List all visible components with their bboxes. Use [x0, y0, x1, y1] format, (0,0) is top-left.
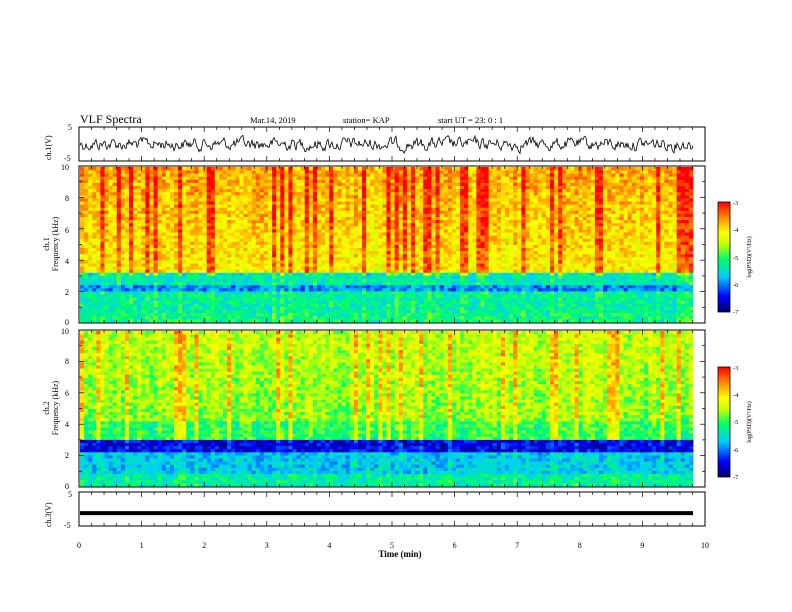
ch3-ticks [78, 492, 706, 526]
cb1-tick-m7: -7 [733, 309, 739, 316]
ch1-ticks [78, 127, 706, 161]
ch2-ytick-6: 6 [65, 389, 69, 398]
ch3-waveform-panel: 5 -5 ch.3(V) [44, 490, 706, 530]
x-tick-label-7: 7 [515, 541, 519, 550]
ch1-colorbar: -3 -4 -5 -6 -7 log(PSD)(V²/Hz) [717, 200, 753, 316]
ch1-ytick-6: 6 [65, 226, 69, 235]
ch1-spectrogram-ytick-labels: 0 2 4 6 8 10 [61, 163, 69, 327]
ch2-ytick-0: 0 [65, 482, 69, 491]
ch3-ylabel: ch.3(V) [44, 502, 53, 527]
ch1-spec-ylabel-channel: ch.1 [42, 237, 51, 251]
ch2-ytick-10: 10 [61, 327, 69, 336]
ch2-ytick-4: 4 [65, 420, 69, 429]
x-tick-label-1: 1 [140, 541, 144, 550]
cb1-tick-m4: -4 [733, 227, 739, 234]
ch2-spectrogram-panel: 0 2 4 6 8 10 ch.2 Frequency (kHz) [42, 327, 706, 491]
ch1-waveform-line [79, 134, 694, 155]
ch2-spectrogram-ticks [78, 329, 706, 488]
x-tick-label-0: 0 [77, 541, 81, 550]
cb2-tick-m5: -5 [733, 419, 738, 426]
ch1-spec-ylabel-freq: Frequency (kHz) [51, 216, 60, 271]
ch1-ytick-8: 8 [65, 194, 69, 203]
ch2-ytick-8: 8 [65, 357, 69, 366]
ch1-ytick-2: 2 [65, 288, 69, 297]
cb2-tick-m4: -4 [733, 392, 739, 399]
ch1-spectrogram-ticks [78, 165, 706, 324]
x-tick-label-4: 4 [327, 541, 331, 550]
cb2-tick-m7: -7 [733, 474, 739, 481]
cb1-tick-m3: -3 [733, 200, 738, 207]
ch1-waveform-panel: 5 -5 ch.1(V) [44, 123, 706, 163]
ch1-ylabel: ch.1(V) [44, 135, 53, 160]
ch1-spectrogram-panel: 0 2 4 6 8 10 ch.1 Frequency (kHz) [42, 163, 706, 327]
x-tick-label-9: 9 [640, 541, 644, 550]
ch1-ytick-0: 0 [65, 318, 69, 327]
ch2-spectrogram-cells [80, 331, 694, 487]
ch2-ytick-2: 2 [65, 451, 69, 460]
station-label: station= KAP [343, 115, 390, 125]
x-tick-label-10: 10 [701, 541, 709, 550]
ch3-ytick-bottom: -5 [64, 521, 71, 530]
cb1-label: log(PSD)(V²/Hz) [746, 236, 753, 277]
cb2-tick-m6: -6 [733, 447, 739, 454]
ch1-ytick-4: 4 [65, 257, 69, 266]
date-label: Mar.14, 2019 [250, 115, 296, 125]
start-time-label: start UT = 23: 0 : 1 [438, 115, 503, 125]
ch1-spectrogram-cells [80, 167, 694, 323]
cb2-label: log(PSD)(V²/Hz) [746, 401, 753, 442]
ch1-ytick-bottom: -5 [64, 154, 71, 163]
ch2-spec-ylabel-freq: Frequency (kHz) [51, 380, 60, 435]
x-tick-label-2: 2 [202, 541, 206, 550]
ch2-colorbar: -3 -4 -5 -6 -7 log(PSD)(V²/Hz) [717, 365, 753, 481]
x-tick-label-5: 5 [390, 541, 394, 550]
x-axis-label: Time (min) [378, 549, 421, 559]
ch3-ytick-top: 5 [68, 490, 72, 499]
x-tick-label-8: 8 [578, 541, 582, 550]
cb1-tick-m6: -6 [733, 282, 739, 289]
cb2-tick-m3: -3 [733, 365, 738, 372]
figure-title: VLF Spectra [80, 112, 142, 126]
x-axis-tick-labels: 0 1 2 3 4 5 6 7 8 9 10 [77, 541, 709, 550]
ch2-spec-ylabel-channel: ch.2 [42, 401, 51, 415]
ch1-ytick-top: 5 [68, 123, 72, 132]
cb1-tick-m5: -5 [733, 255, 738, 262]
x-tick-label-3: 3 [265, 541, 269, 550]
ch1-ytick-10: 10 [61, 163, 69, 172]
x-tick-label-6: 6 [453, 541, 457, 550]
